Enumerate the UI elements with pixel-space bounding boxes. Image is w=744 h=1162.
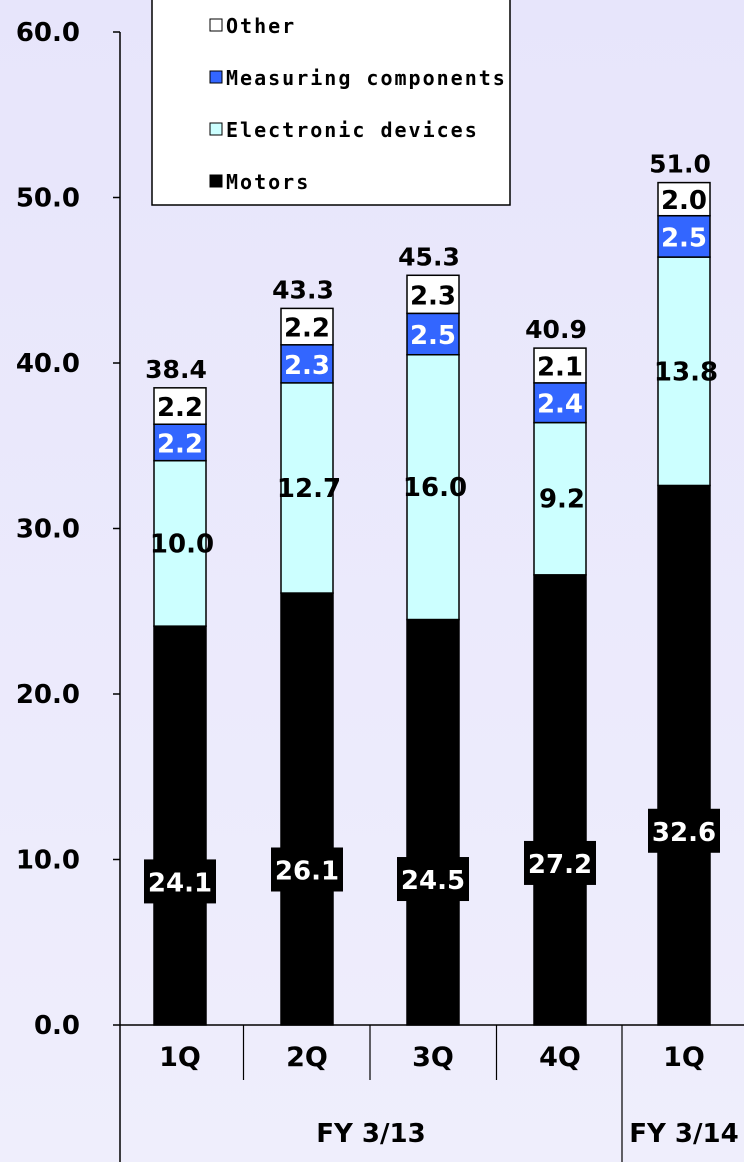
x-category-label: 4Q <box>539 1042 581 1073</box>
axes: 0.0 10.0 20.0 30.0 40.0 50.0 60.0 1Q 2Q 3Q 4Q 1Q FY … <box>16 18 744 1162</box>
total-label: 45.3 <box>398 242 460 271</box>
data-label: 16.0 <box>403 473 467 503</box>
data-label: 24.5 <box>401 866 465 896</box>
bar-segment <box>533 347 587 384</box>
data-label: 27.2 <box>528 850 592 880</box>
bars <box>153 181 711 1026</box>
bar-segment <box>533 421 587 576</box>
x-category-label: 2Q <box>286 1042 328 1073</box>
data-labels: 24.1 10.0 2.2 2.2 38.4 26.1 12.7 2.3 2.2 43.3 24.5… <box>144 150 720 904</box>
bar-segment <box>533 574 587 1026</box>
legend-label: Measuring components <box>226 66 507 90</box>
data-label: 2.4 <box>537 390 583 420</box>
y-tick-label: 10.0 <box>16 846 80 876</box>
data-label-box <box>397 857 469 902</box>
y-tick-label: 20.0 <box>16 680 80 710</box>
bar-segment <box>153 625 207 1026</box>
x-group-label: FY 3/13 <box>316 1119 425 1149</box>
x-group-label: FY 3/14 <box>629 1119 738 1149</box>
data-label-box <box>648 808 720 853</box>
y-tick-label: 60.0 <box>16 18 80 48</box>
y-tick-label: 50.0 <box>16 184 80 214</box>
legend-label: Electronic devices <box>226 118 479 142</box>
data-label: 2.5 <box>410 321 456 351</box>
bar-segment <box>280 592 334 1026</box>
bar-segment <box>153 459 207 627</box>
legend-swatch <box>209 122 223 136</box>
legend: Other Measuring components Electronic devi… <box>151 0 511 206</box>
legend-swatch <box>209 18 223 32</box>
data-label: 2.0 <box>661 186 707 216</box>
legend-swatch <box>209 174 223 188</box>
bar-segment <box>406 618 460 1026</box>
bar-segment <box>406 274 460 315</box>
legend-swatch <box>209 70 223 84</box>
x-category-label: 3Q <box>412 1042 454 1073</box>
bar-segment <box>153 423 207 462</box>
legend-box <box>151 0 511 206</box>
y-tick-label: 30.0 <box>16 515 80 545</box>
data-label: 2.2 <box>157 393 203 423</box>
data-label: 2.2 <box>284 314 330 344</box>
data-label: 2.3 <box>410 281 456 311</box>
x-category-label: 1Q <box>159 1042 201 1073</box>
total-label: 43.3 <box>272 275 334 304</box>
data-label: 13.8 <box>654 357 718 387</box>
y-tick-label: 0.0 <box>34 1011 80 1041</box>
bar-segment <box>657 214 711 258</box>
bar-segment <box>406 353 460 621</box>
total-label: 40.9 <box>525 315 587 344</box>
data-label: 2.1 <box>537 352 583 382</box>
data-label-box <box>524 840 596 885</box>
data-label: 10.0 <box>150 529 214 559</box>
data-label: 24.1 <box>148 868 212 898</box>
y-tick-label: 40.0 <box>16 349 80 379</box>
bar-segment <box>657 484 711 1026</box>
data-label-box <box>271 847 343 892</box>
data-label-box <box>144 859 216 904</box>
data-label: 2.5 <box>661 223 707 253</box>
bar-segment <box>280 344 334 384</box>
x-category-label: 1Q <box>663 1042 705 1073</box>
data-label: 32.6 <box>652 818 716 848</box>
total-label: 38.4 <box>145 355 207 384</box>
data-label: 12.7 <box>277 474 341 504</box>
bar-segment <box>657 181 711 217</box>
data-label: 2.2 <box>157 429 203 459</box>
legend-label: Other <box>226 14 296 38</box>
total-label: 51.0 <box>649 150 711 179</box>
bar-segment <box>280 307 334 346</box>
bar-segment <box>280 382 334 594</box>
data-label: 2.3 <box>284 351 330 381</box>
data-label: 26.1 <box>275 856 339 886</box>
data-label: 9.2 <box>539 485 585 515</box>
legend-label: Motors <box>226 170 310 194</box>
bar-segment <box>153 387 207 425</box>
